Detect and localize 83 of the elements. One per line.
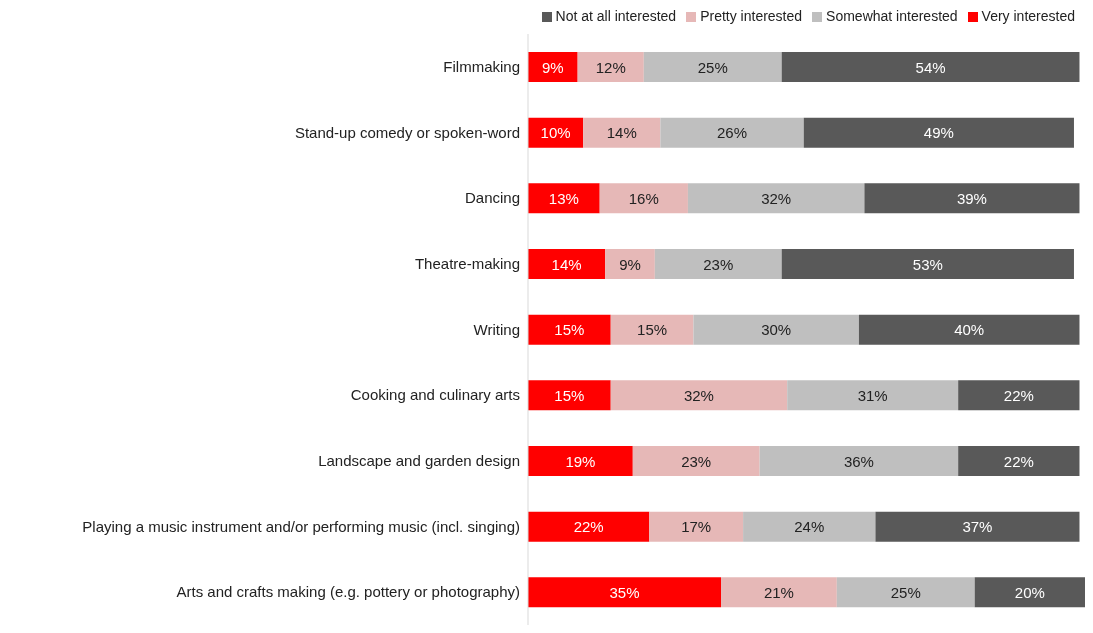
- bar: [759, 446, 959, 476]
- bar: [605, 249, 655, 279]
- bar: [864, 183, 1080, 214]
- y-tick-label: Filmmaking: [443, 58, 520, 76]
- legend-label: Pretty interested: [700, 8, 803, 24]
- data-label: 25%: [697, 58, 728, 76]
- data-label: 9%: [541, 58, 564, 76]
- bar: [528, 511, 650, 542]
- bar: [610, 314, 694, 345]
- data-label: 31%: [857, 386, 888, 404]
- bar: [687, 183, 865, 214]
- data-label: 21%: [763, 583, 794, 601]
- bar: [577, 52, 644, 82]
- data-label: 40%: [954, 321, 985, 339]
- data-label: 13%: [548, 189, 579, 207]
- y-tick-label: Theatre-making: [414, 255, 520, 273]
- data-label: 32%: [683, 386, 714, 404]
- bar: [583, 117, 661, 148]
- bar: [781, 52, 1080, 82]
- legend-label: Not at all interested: [555, 8, 677, 24]
- data-label: 22%: [1003, 452, 1034, 470]
- data-label: 22%: [573, 518, 604, 536]
- data-label: 32%: [761, 189, 792, 207]
- y-tick-label: Dancing: [464, 189, 520, 207]
- bar: [528, 446, 633, 476]
- bar: [958, 380, 1080, 411]
- bar: [958, 446, 1080, 476]
- bar: [632, 446, 760, 476]
- bar: [528, 183, 600, 214]
- data-label: 37%: [962, 518, 993, 536]
- bar: [787, 380, 959, 411]
- data-label: 23%: [681, 452, 712, 470]
- y-tick-label: Landscape and garden design: [318, 452, 520, 470]
- data-label: 14%: [606, 124, 637, 142]
- data-label: 25%: [890, 583, 921, 601]
- legend-label: Somewhat interested: [826, 8, 958, 24]
- bar: [721, 577, 837, 608]
- bar: [781, 249, 1074, 279]
- bar: [528, 380, 611, 411]
- data-label: 39%: [956, 189, 987, 207]
- bar: [528, 249, 606, 279]
- data-label: 14%: [551, 255, 582, 273]
- bar: [974, 577, 1085, 608]
- bar: [693, 314, 859, 345]
- data-label: 22%: [1003, 386, 1034, 404]
- bar: [528, 314, 611, 345]
- data-label: 49%: [923, 124, 954, 142]
- data-label: 12%: [595, 58, 626, 76]
- data-label: 15%: [554, 386, 585, 404]
- y-tick-label: Cooking and culinary arts: [350, 386, 520, 404]
- y-tick-label: Playing a music instrument and/or performing music (incl. singing): [82, 517, 520, 535]
- bar: [743, 511, 876, 542]
- bar: [643, 52, 782, 82]
- bar: [610, 380, 788, 411]
- y-tick-label: Arts and crafts making (e.g. pottery or photography): [176, 583, 520, 601]
- bar: [654, 249, 782, 279]
- data-label: 35%: [609, 583, 640, 601]
- bar: [836, 577, 975, 608]
- y-tick-label: Stand-up comedy or spoken-word: [294, 123, 520, 141]
- y-tick-label: Writing: [473, 320, 520, 338]
- data-label: 36%: [843, 452, 874, 470]
- data-label: 26%: [717, 124, 748, 142]
- bar: [875, 511, 1080, 542]
- data-label: 16%: [628, 189, 659, 207]
- data-label: 54%: [915, 58, 946, 76]
- bar: [528, 577, 722, 608]
- data-label: 15%: [637, 321, 668, 339]
- data-label: 9%: [619, 255, 641, 273]
- data-label: 53%: [912, 255, 943, 273]
- bar: [803, 117, 1074, 148]
- bar: [599, 183, 688, 214]
- bar: [660, 117, 804, 148]
- data-label: 23%: [703, 255, 734, 273]
- bar: [649, 511, 744, 542]
- data-label: 20%: [1014, 583, 1045, 601]
- data-label: 10%: [540, 124, 571, 142]
- data-label: 19%: [565, 452, 596, 470]
- bar: [858, 314, 1080, 345]
- legend-label: Very interested: [981, 8, 1075, 24]
- data-label: 24%: [794, 518, 825, 536]
- data-label: 30%: [761, 321, 792, 339]
- data-label: 17%: [681, 518, 712, 536]
- data-label: 15%: [554, 321, 585, 339]
